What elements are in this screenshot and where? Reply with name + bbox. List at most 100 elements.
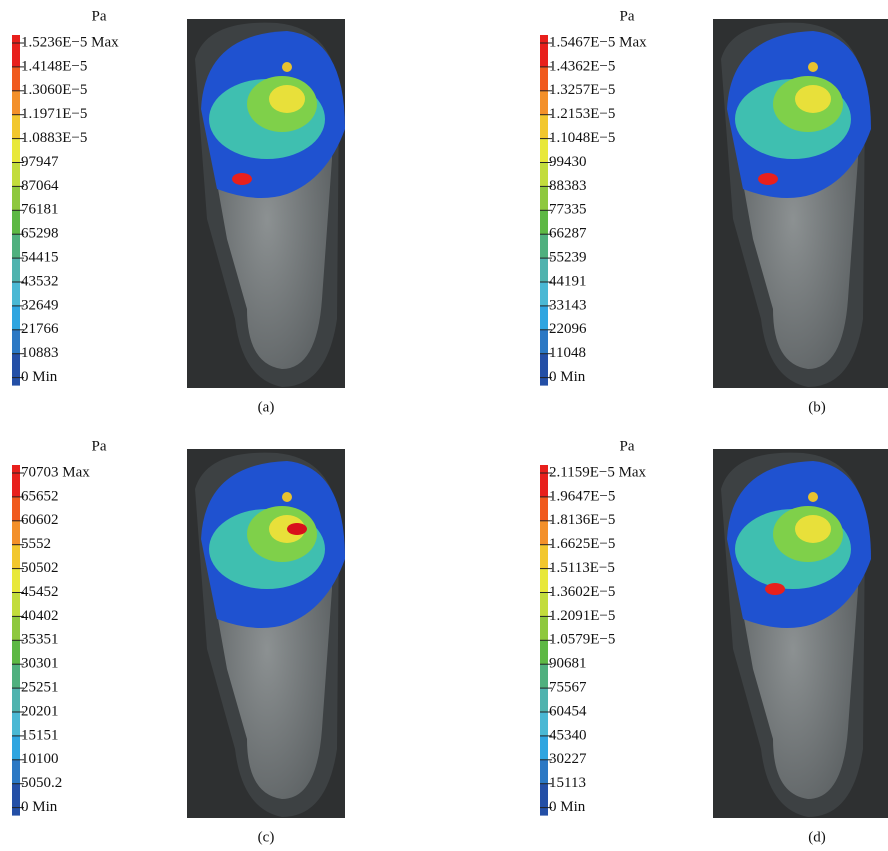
contour-hot [287,523,307,535]
contour-hot [758,173,778,185]
caption: (c) [258,829,275,845]
legend-label: 54415 [21,250,59,266]
legend-label: 0 Min [549,369,586,385]
legend-swatch [12,234,20,259]
contour-hot [765,583,785,595]
legend-label: 1.5467E−5 Max [549,34,647,50]
legend-swatch [12,210,20,235]
legend-swatch [540,616,548,641]
legend-label: 1.6625E−5 [549,536,615,552]
contour-image [187,449,345,818]
legend-label: 70703 Max [21,464,90,480]
legend-label: 2.1159E−5 Max [549,464,647,480]
legend-label: 1.2153E−5 [549,106,615,122]
panel: Pa 2.1159E−5 Max 1.9647E−5 1.8136E−5 1.6625E… [540,438,888,845]
legend-swatch [12,186,20,211]
legend-label: 1.2091E−5 [549,608,615,624]
legend-swatch [540,465,548,497]
panel: Pa 1.5467E−5 Max 1.4362E−5 1.3257E−5 1.2153E… [540,8,888,415]
legend-swatch [12,712,20,736]
legend-label: 60602 [21,512,59,528]
contour-yellow [795,515,831,543]
legend-swatch [12,735,20,760]
legend-label: 43532 [21,273,59,289]
legend-unit: Pa [620,438,635,454]
legend-swatch [12,35,20,67]
legend-swatch [12,759,20,784]
legend-swatch [540,520,548,545]
legend-swatch [540,783,548,816]
legend-swatch [540,688,548,712]
legend-swatch [12,353,20,386]
contour-spot [282,492,292,502]
legend-swatch [12,138,20,163]
caption: (d) [808,829,826,845]
contour-image [713,449,888,818]
legend-label: 32649 [21,297,59,313]
panel: Pa 1.5236E−5 Max 1.4148E−5 1.3060E−5 1.1971E… [12,8,345,415]
legend-label: 1.5113E−5 [549,560,615,576]
contour-yellow [795,85,831,113]
legend-label: 75567 [549,680,587,696]
contour-yellow [269,85,305,113]
legend-label: 88383 [549,178,587,194]
legend-swatch [12,783,20,816]
legend-swatch [540,735,548,760]
legend-swatch [540,35,548,67]
legend-label: 1.4148E−5 [21,58,87,74]
contour-image [713,19,888,388]
legend-swatch [12,616,20,641]
legend-label: 77335 [549,202,587,218]
legend-swatch [12,258,20,282]
legend-label: 0 Min [21,369,58,385]
legend-label: 15151 [21,727,59,743]
contour-spot [808,492,818,502]
legend-label: 44191 [549,273,587,289]
legend-swatch [12,640,20,665]
legend-label: 5050.2 [21,775,62,791]
legend-swatch [12,465,20,497]
legend-swatch [540,138,548,163]
legend-label: 1.1971E−5 [21,106,87,122]
legend-swatch [540,210,548,235]
legend-label: 65298 [21,226,59,242]
legend-label: 15113 [549,775,586,791]
legend-swatch [12,664,20,689]
legend-swatch [12,688,20,712]
legend-label: 40402 [21,608,59,624]
legend-swatch [540,496,548,521]
legend-swatch [12,305,20,330]
legend-swatch [540,640,548,665]
legend-label: 76181 [21,202,59,218]
legend-swatch [540,592,548,617]
caption: (b) [808,399,826,415]
legend-swatch [12,329,20,354]
legend-swatch [540,186,548,211]
legend-label: 25251 [21,680,59,696]
legend-label: 99430 [549,154,587,170]
legend-label: 33143 [549,297,587,313]
legend-label: 1.3257E−5 [549,82,615,98]
legend-swatch [12,114,20,139]
legend-swatch [12,282,20,306]
contour-hot [232,173,252,185]
legend-label: 11048 [549,345,586,361]
legend-swatch [540,305,548,330]
legend-label: 1.3060E−5 [21,82,87,98]
legend-label: 87064 [21,178,59,194]
legend-swatch [540,544,548,569]
legend-swatch [540,664,548,689]
legend-swatch [540,329,548,354]
caption: (a) [258,399,275,415]
legend-swatch [12,520,20,545]
contour-spot [808,62,818,72]
legend-label: 1.1048E−5 [549,130,615,146]
legend-unit: Pa [92,8,107,24]
legend-label: 30301 [21,656,59,672]
legend-label: 45340 [549,727,587,743]
legend-swatch [540,114,548,139]
legend-label: 1.3602E−5 [549,584,615,600]
legend-swatch [12,90,20,115]
